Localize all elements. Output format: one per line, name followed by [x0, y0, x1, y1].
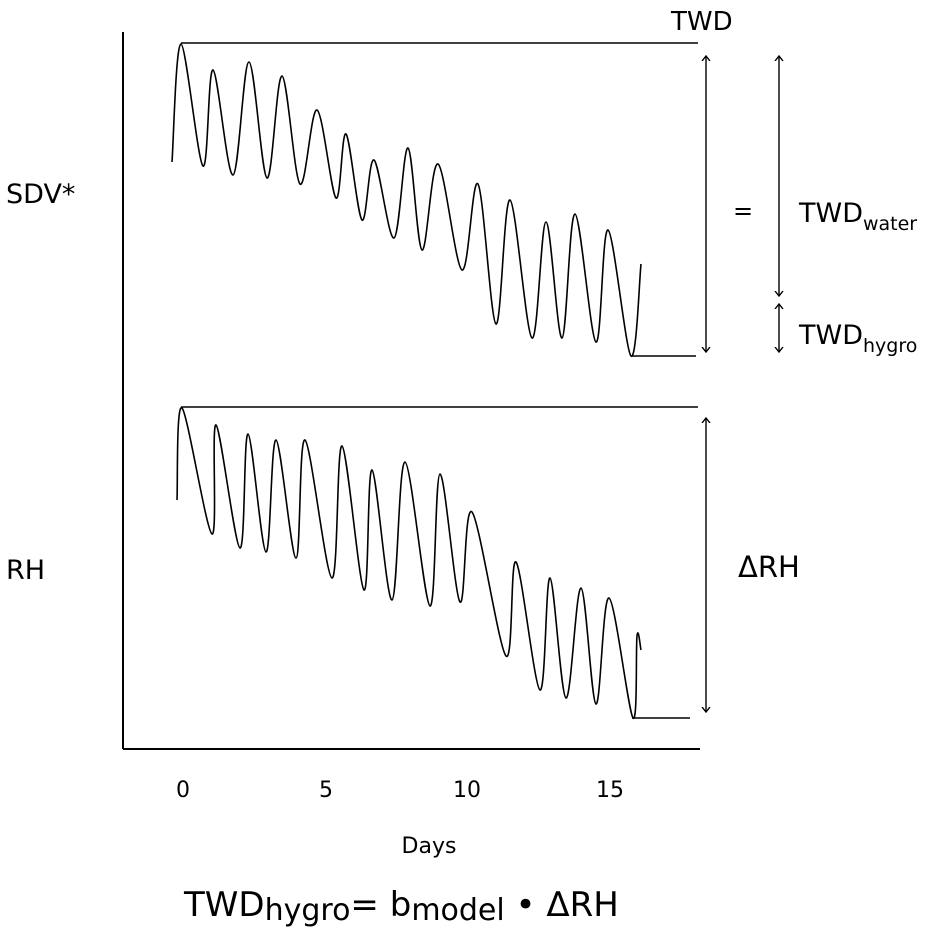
twd-water-sub: water: [863, 213, 917, 235]
x-tick-labels: 0 5 10 15: [176, 778, 624, 803]
twd-hygro-sub: hygro: [863, 335, 917, 357]
equals-sign: =: [733, 197, 753, 225]
sdv-curve: [171, 43, 642, 357]
twd-hygro-label: TWDhygro: [798, 320, 917, 357]
equation: TWDhygro= bmodel • ΔRH: [183, 885, 619, 928]
sdv-label: SDV*: [6, 179, 75, 210]
twd-label: TWD: [670, 7, 733, 37]
rh-curve: [176, 407, 642, 719]
twd-water-base: TWD: [798, 198, 863, 229]
equation-part1: TWD: [183, 885, 265, 925]
equation-part3: • ΔRH: [505, 885, 619, 925]
x-axis-label: Days: [402, 834, 457, 859]
equation-part2: = b: [350, 885, 411, 925]
x-tick-label: 15: [596, 778, 624, 803]
equation-sub2: model: [411, 893, 504, 928]
equation-sub1: hygro: [265, 893, 351, 928]
x-tick-label: 0: [176, 778, 190, 803]
x-tick-label: 10: [453, 778, 481, 803]
twd-water-label: TWDwater: [798, 198, 917, 235]
rh-label: RH: [6, 555, 45, 586]
delta-rh-label: ΔRH: [738, 550, 800, 584]
twd-hygro-base: TWD: [798, 320, 863, 351]
x-tick-label: 5: [319, 778, 333, 803]
